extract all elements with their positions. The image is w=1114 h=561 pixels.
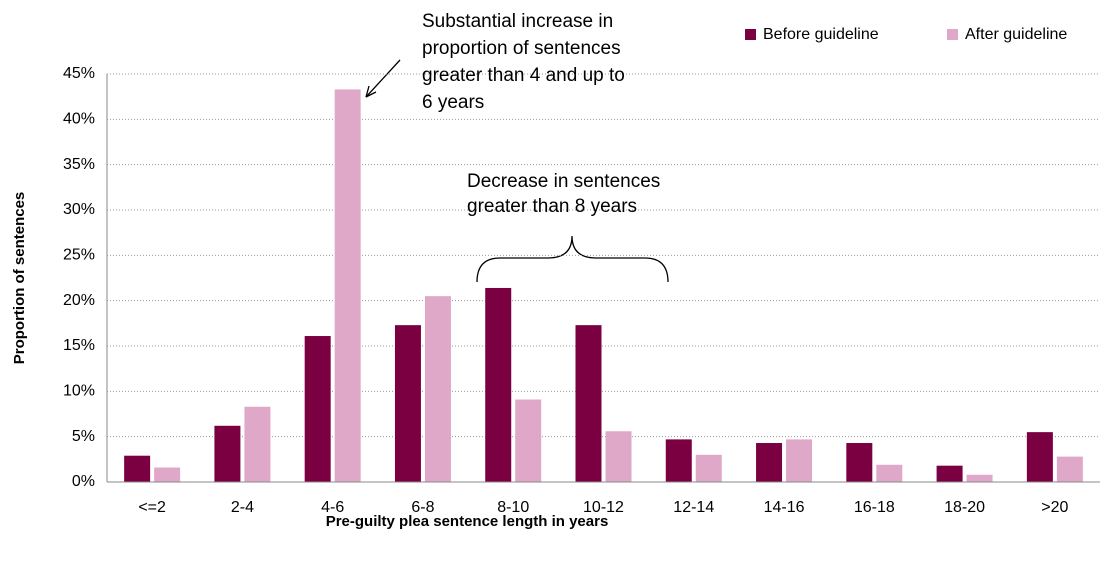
- x-tick-label: 18-20: [944, 499, 985, 516]
- legend-label: After guideline: [965, 26, 1067, 43]
- x-tick-label: 6-8: [411, 499, 434, 516]
- bar: [695, 454, 722, 482]
- annotation: Substantial increase in: [422, 11, 613, 32]
- brace: [476, 235, 669, 283]
- bar: [605, 431, 632, 482]
- annotation: greater than 8 years: [467, 196, 637, 217]
- y-tick-label: 10%: [63, 383, 95, 400]
- y-tick-label: 0%: [72, 473, 95, 490]
- x-tick-label: 2-4: [231, 499, 254, 516]
- x-tick-label: >20: [1041, 499, 1068, 516]
- bar: [515, 399, 542, 482]
- bar: [1026, 432, 1053, 482]
- y-tick-label: 40%: [63, 111, 95, 128]
- arrow: [365, 59, 401, 98]
- x-tick-label: 12-14: [673, 499, 714, 516]
- y-tick-label: 30%: [63, 201, 95, 218]
- bar: [786, 439, 813, 482]
- x-tick-label: 16-18: [854, 499, 895, 516]
- annotation: 6 years: [422, 92, 484, 113]
- bar: [214, 425, 241, 482]
- y-tick-label: 35%: [63, 156, 95, 173]
- bar: [876, 464, 903, 482]
- annotation: greater than 4 and up to: [422, 65, 625, 86]
- bar: [244, 406, 271, 482]
- x-tick-label: 10-12: [583, 499, 624, 516]
- y-tick-label: 45%: [63, 65, 95, 82]
- x-tick-label: <=2: [138, 499, 166, 516]
- y-tick-label: 15%: [63, 337, 95, 354]
- y-axis-title: Proportion of sentences: [11, 192, 28, 365]
- y-tick-label: 25%: [63, 247, 95, 264]
- annotation: proportion of sentences: [422, 38, 621, 59]
- bar: [665, 439, 692, 482]
- x-axis-title: Pre-guilty plea sentence length in years: [326, 513, 609, 530]
- bar: [1056, 456, 1083, 482]
- legend-swatch: [947, 29, 958, 40]
- bar: [124, 455, 151, 482]
- bar: [756, 443, 783, 482]
- bar: [846, 443, 873, 482]
- legend-label: Before guideline: [763, 26, 879, 43]
- bar: [334, 89, 361, 482]
- annotation: Decrease in sentences: [467, 171, 660, 192]
- x-tick-label: 4-6: [321, 499, 344, 516]
- bar: [424, 296, 451, 482]
- bar: [304, 336, 331, 482]
- legend-swatch: [745, 29, 756, 40]
- x-tick-label: 8-10: [497, 499, 529, 516]
- bar: [936, 465, 963, 482]
- x-tick-label: 14-16: [764, 499, 805, 516]
- bar: [575, 325, 602, 482]
- y-tick-label: 5%: [72, 428, 95, 445]
- bar: [485, 287, 512, 482]
- y-tick-label: 20%: [63, 292, 95, 309]
- bar: [966, 474, 993, 482]
- bar: [394, 325, 421, 482]
- arrow-head: [365, 85, 377, 98]
- bar: [154, 467, 181, 482]
